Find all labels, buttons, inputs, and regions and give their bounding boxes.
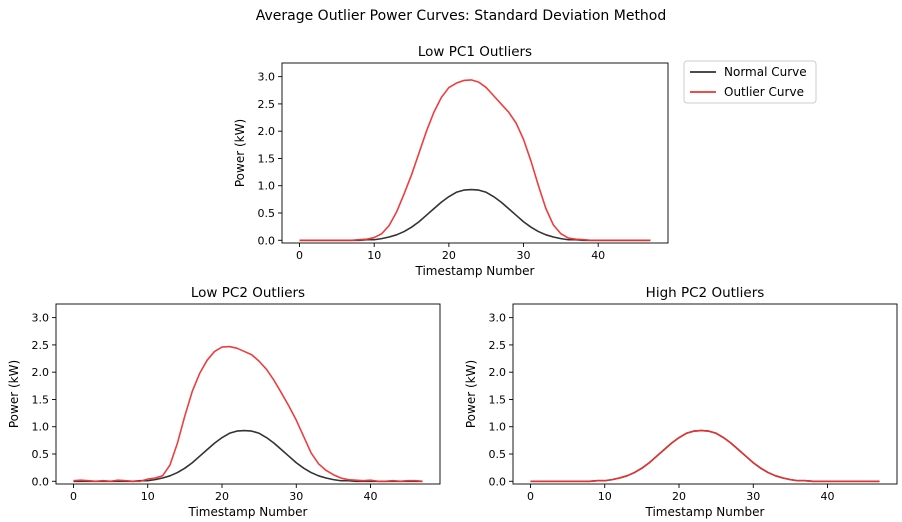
legend: Normal Curve Outlier Curve xyxy=(683,60,817,104)
y-tick-label: 2.0 xyxy=(258,125,276,138)
x-tick-label: 10 xyxy=(598,490,612,503)
x-axis-label: Timestamp Number xyxy=(644,505,764,519)
y-axis-label: Power (kW) xyxy=(464,360,478,428)
y-tick-label: 1.5 xyxy=(32,393,50,406)
panel-high-pc2: 0 10 20 30 40 0.0 0.5 1.0 1.5 2.0 2.5 3.0 High PC2 O… xyxy=(464,285,898,519)
legend-frame xyxy=(683,60,817,104)
series-line-outlier-curve xyxy=(73,345,423,483)
chart-panels: 0 10 20 30 40 0.0 0.5 1.0 1.5 2.0 2.5 3.0 Low PC1 Ou… xyxy=(7,44,898,519)
y-tick-label: 0.5 xyxy=(258,207,276,220)
y-tick-label: 3.0 xyxy=(489,312,507,325)
x-tick-label: 10 xyxy=(367,249,381,262)
y-tick-label: 1.0 xyxy=(258,180,276,193)
y-tick-label: 0.0 xyxy=(258,234,276,247)
series-line-outlier-curve xyxy=(530,429,880,483)
figure-suptitle: Average Outlier Power Curves: Standard D… xyxy=(256,8,667,24)
y-tick-label: 0.0 xyxy=(489,475,507,488)
x-axis-label: Timestamp Number xyxy=(414,264,534,278)
y-axis-label: Power (kW) xyxy=(233,119,247,187)
y-tick-label: 2.5 xyxy=(32,339,50,352)
y-tick-label: 2.0 xyxy=(489,366,507,379)
y-tick-label: 2.5 xyxy=(489,339,507,352)
legend-label: Normal Curve xyxy=(724,65,807,79)
panel-low-pc2: 0 10 20 30 40 0.0 0.5 1.0 1.5 2.0 2.5 3.0 Low PC2 Ou… xyxy=(7,285,441,519)
x-tick-label: 40 xyxy=(821,490,835,503)
x-tick-label: 40 xyxy=(364,490,378,503)
x-tick-label: 20 xyxy=(672,490,686,503)
panel-low-pc1: 0 10 20 30 40 0.0 0.5 1.0 1.5 2.0 2.5 3.0 Low PC1 Ou… xyxy=(233,44,669,278)
axes-frame xyxy=(512,303,898,485)
chart-title: Low PC2 Outliers xyxy=(191,285,305,301)
y-tick-label: 1.5 xyxy=(489,393,507,406)
x-axis-label: Timestamp Number xyxy=(187,505,307,519)
y-tick-label: 0.5 xyxy=(489,448,507,461)
x-tick-label: 40 xyxy=(591,249,605,262)
axes-frame xyxy=(281,62,669,244)
y-tick-label: 2.0 xyxy=(32,366,50,379)
x-tick-label: 20 xyxy=(442,249,456,262)
y-tick-label: 3.0 xyxy=(32,312,50,325)
y-tick-label: 1.0 xyxy=(489,421,507,434)
y-tick-label: 1.5 xyxy=(258,152,276,165)
chart-title: Low PC1 Outliers xyxy=(418,44,532,60)
y-tick-label: 2.5 xyxy=(258,98,276,111)
x-tick-label: 0 xyxy=(296,249,303,262)
x-tick-label: 0 xyxy=(527,490,534,503)
axes-frame xyxy=(55,303,441,485)
x-tick-label: 30 xyxy=(517,249,531,262)
series-line-outlier-curve xyxy=(299,79,651,242)
x-tick-label: 10 xyxy=(141,490,155,503)
y-tick-label: 3.0 xyxy=(258,71,276,84)
y-tick-label: 0.5 xyxy=(32,448,50,461)
x-tick-label: 0 xyxy=(70,490,77,503)
legend-label: Outlier Curve xyxy=(724,85,804,99)
chart-title: High PC2 Outliers xyxy=(646,285,765,301)
x-tick-label: 30 xyxy=(289,490,303,503)
x-tick-label: 30 xyxy=(746,490,760,503)
y-tick-label: 1.0 xyxy=(32,421,50,434)
y-axis-label: Power (kW) xyxy=(7,360,21,428)
y-tick-label: 0.0 xyxy=(32,475,50,488)
x-tick-label: 20 xyxy=(215,490,229,503)
